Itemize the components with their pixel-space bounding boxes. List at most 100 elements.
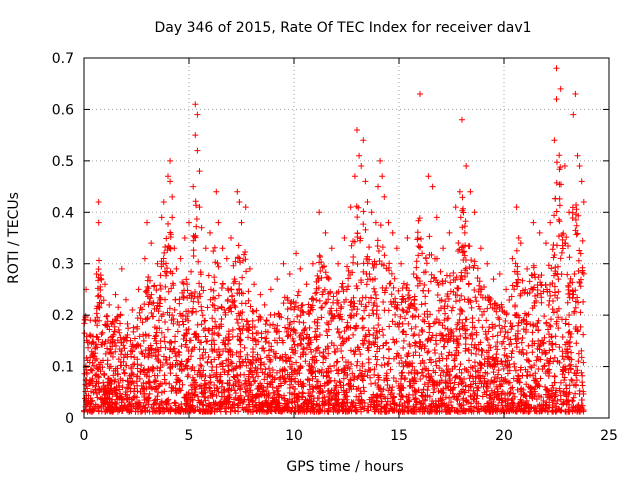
data-point <box>236 280 243 287</box>
data-point <box>212 401 219 408</box>
x-axis-title: GPS time / hours <box>286 459 403 475</box>
data-point <box>83 333 90 340</box>
data-point <box>426 329 433 336</box>
data-point <box>212 323 219 330</box>
data-point <box>507 320 514 327</box>
data-point <box>450 384 457 391</box>
data-point <box>237 337 244 344</box>
data-point <box>578 369 585 376</box>
data-point <box>344 372 351 379</box>
data-point <box>567 334 574 341</box>
data-point <box>107 350 114 357</box>
data-point <box>511 311 518 318</box>
data-point <box>553 159 560 166</box>
data-point <box>381 193 388 200</box>
data-point <box>559 371 566 378</box>
data-point <box>284 315 291 322</box>
data-point <box>561 374 568 381</box>
data-point <box>324 343 331 350</box>
data-point <box>228 405 235 412</box>
data-point <box>92 318 99 325</box>
data-point <box>301 345 308 352</box>
data-point <box>545 326 552 333</box>
data-point <box>443 333 450 340</box>
data-point <box>90 353 97 360</box>
data-point <box>458 369 465 376</box>
data-point <box>565 369 572 376</box>
data-point <box>408 325 415 332</box>
data-point <box>293 250 300 257</box>
data-point <box>404 353 411 360</box>
data-point <box>229 401 236 408</box>
data-point <box>403 309 410 316</box>
data-point <box>572 91 579 97</box>
data-point <box>316 297 323 304</box>
data-point <box>205 272 212 279</box>
data-point <box>415 217 422 224</box>
data-point <box>384 360 391 367</box>
data-point <box>105 401 112 408</box>
data-point <box>496 316 503 323</box>
data-point <box>320 288 327 295</box>
data-point <box>543 240 549 247</box>
data-point <box>215 332 222 339</box>
data-point <box>571 308 578 315</box>
data-point <box>462 330 469 337</box>
data-point <box>509 348 516 355</box>
data-point <box>531 340 538 347</box>
data-point <box>517 240 524 247</box>
data-point <box>430 275 437 282</box>
data-point <box>196 407 203 414</box>
data-point <box>499 361 506 368</box>
data-point <box>360 137 367 144</box>
data-point <box>536 383 543 390</box>
data-point <box>325 401 332 408</box>
data-point <box>476 306 483 313</box>
data-point <box>365 327 372 334</box>
data-point <box>333 382 340 389</box>
data-point <box>306 377 313 384</box>
data-point <box>573 323 580 330</box>
data-point <box>484 385 491 392</box>
data-point <box>491 394 498 401</box>
data-point <box>290 318 297 325</box>
data-point <box>430 379 437 386</box>
data-point <box>196 290 203 297</box>
data-point <box>159 408 166 415</box>
data-point <box>360 405 367 412</box>
data-point <box>154 356 161 363</box>
data-point <box>502 392 509 399</box>
data-point <box>153 340 160 347</box>
data-point <box>92 387 99 394</box>
data-point <box>321 398 328 405</box>
data-point <box>555 276 562 283</box>
data-point <box>362 368 369 375</box>
data-point <box>440 245 447 252</box>
data-point <box>218 360 225 367</box>
data-point <box>532 370 539 377</box>
data-point <box>192 101 199 108</box>
data-point <box>168 285 175 292</box>
data-point <box>415 252 422 259</box>
data-point <box>181 394 188 401</box>
data-point <box>552 333 559 340</box>
data-point <box>492 300 499 307</box>
data-point <box>264 374 271 381</box>
data-point <box>454 285 461 292</box>
data-point <box>96 385 103 392</box>
data-point <box>414 370 421 377</box>
data-point <box>500 365 507 372</box>
data-point <box>185 348 192 355</box>
data-point <box>250 374 257 381</box>
data-point <box>474 274 481 281</box>
data-point <box>518 399 525 406</box>
data-point <box>425 379 432 386</box>
data-point <box>174 361 181 368</box>
data-point <box>372 219 379 226</box>
data-point <box>399 296 406 303</box>
data-point <box>401 376 408 383</box>
data-point <box>233 316 240 323</box>
data-point <box>484 336 491 343</box>
data-point <box>176 378 183 385</box>
data-point <box>575 406 582 413</box>
